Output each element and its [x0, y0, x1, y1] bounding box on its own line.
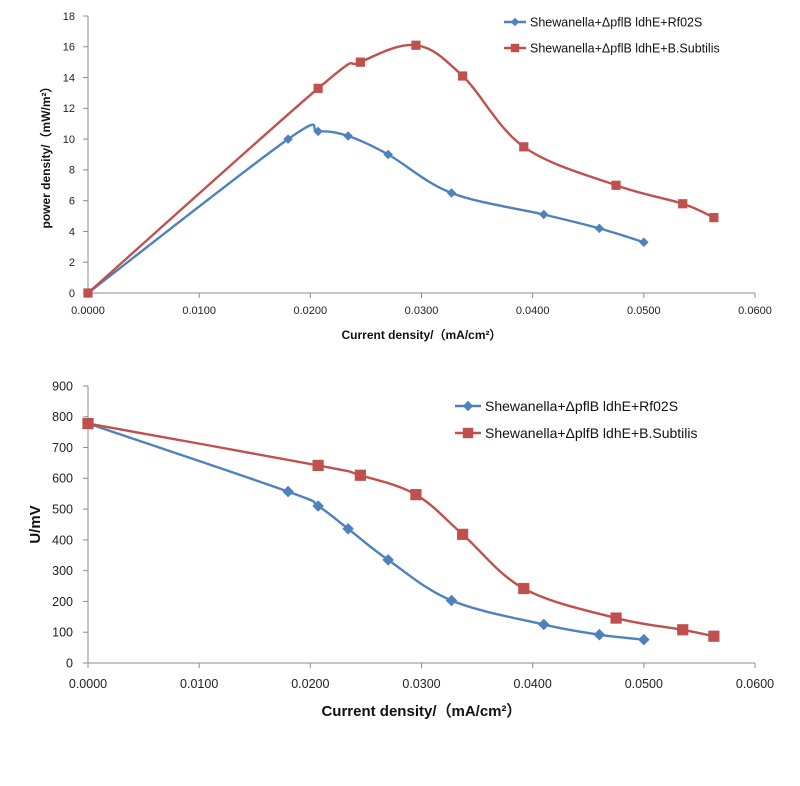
- y-tick-label: 100: [52, 626, 73, 640]
- x-tick-label: 0.0500: [627, 305, 661, 317]
- y-tick-label: 700: [52, 441, 73, 455]
- legend-swatch-marker: [510, 17, 520, 27]
- legend-swatch-marker: [462, 427, 474, 439]
- series-2-point: [411, 40, 421, 50]
- series-2-point: [678, 199, 688, 209]
- y-tick-label: 12: [63, 103, 75, 115]
- series-2-point: [709, 212, 719, 223]
- y-tick-label: 0: [66, 656, 73, 670]
- y-tick-label: 400: [52, 533, 73, 547]
- y-tick-label: 200: [52, 595, 73, 609]
- series-2-point: [355, 57, 365, 67]
- x-axis-title: Current density/（mA/cm²）: [321, 702, 521, 720]
- series-2-point: [708, 630, 720, 642]
- series-line-1: [87, 422, 644, 641]
- legend-label: Shewanella+ΔplfB ldhE+B.Subtilis: [485, 425, 697, 441]
- series-2-point: [457, 528, 469, 540]
- series-1-point: [382, 554, 394, 566]
- y-tick-label: 16: [63, 42, 75, 54]
- series-1-point: [539, 209, 549, 220]
- series-2-point: [313, 83, 323, 93]
- series-1-point: [313, 126, 323, 137]
- x-tick-label: 0.0100: [182, 305, 216, 317]
- y-tick-label: 600: [52, 472, 73, 486]
- legend-label: Shewanella+ΔpflB ldhE+Rf02S: [485, 398, 678, 414]
- y-tick-label: 2: [69, 257, 75, 269]
- legend-swatch-marker: [462, 400, 474, 412]
- y-tick-label: 0: [69, 288, 75, 300]
- series-2-point: [611, 180, 621, 190]
- series-1-point: [638, 633, 650, 646]
- series-1-point: [282, 485, 294, 498]
- series-2-point: [354, 469, 366, 481]
- x-tick-label: 0.0200: [291, 677, 329, 691]
- legend-label: Shewanella+ΔpflB ldhE+Rf02S: [530, 16, 702, 30]
- y-tick-label: 8: [69, 165, 75, 177]
- series-1-point: [383, 149, 393, 160]
- x-tick-label: 0.0600: [736, 677, 774, 691]
- series-2-point: [610, 612, 622, 624]
- series-1-point: [283, 134, 293, 144]
- series-1-point: [446, 188, 457, 198]
- x-tick-label: 0.0000: [69, 677, 107, 691]
- y-tick-label: 6: [69, 196, 75, 208]
- x-tick-label: 0.0300: [402, 677, 440, 691]
- x-tick-label: 0.0400: [514, 677, 552, 691]
- x-tick-label: 0.0600: [738, 305, 772, 317]
- y-axis-title: power density/（mW/m²）: [38, 80, 53, 228]
- series-1-point: [312, 500, 324, 512]
- y-tick-label: 500: [52, 502, 73, 516]
- series-line-2: [87, 43, 715, 294]
- y-tick-label: 300: [52, 564, 73, 578]
- y-tick-label: 800: [52, 410, 73, 424]
- y-tick-label: 18: [63, 11, 75, 23]
- x-tick-label: 0.0200: [294, 305, 328, 317]
- series-line-2: [87, 422, 715, 638]
- x-tick-label: 0.0100: [180, 677, 218, 691]
- series-2-point: [519, 142, 529, 152]
- series-2-point: [410, 489, 422, 501]
- x-axis-title: Current density/（mA/cm²）: [341, 327, 501, 342]
- y-tick-label: 4: [69, 226, 75, 238]
- series-2-point: [518, 582, 530, 595]
- series-1-point: [445, 594, 458, 607]
- series-2-point: [83, 288, 93, 298]
- series-line-1: [87, 123, 645, 294]
- x-tick-label: 0.0000: [71, 305, 105, 317]
- x-tick-label: 0.0300: [405, 305, 439, 317]
- y-tick-label: 900: [52, 379, 73, 393]
- legend-swatch-marker: [510, 43, 520, 53]
- series-1-point: [639, 237, 649, 247]
- series-1-point: [594, 223, 605, 234]
- legend-label: Shewanella+ΔpflB ldhE+B.Subtilis: [530, 42, 720, 56]
- series-1-point: [343, 131, 353, 141]
- series-2-point: [458, 71, 468, 81]
- x-tick-label: 0.0400: [516, 305, 550, 317]
- series-2-point: [82, 417, 94, 430]
- x-tick-label: 0.0500: [625, 677, 663, 691]
- y-axis-title: U/mV: [27, 505, 44, 543]
- series-1-point: [342, 523, 354, 535]
- series-2-point: [312, 459, 324, 472]
- y-tick-label: 10: [63, 134, 75, 146]
- series-2-point: [677, 624, 689, 636]
- series-1-point: [538, 618, 550, 631]
- series-1-point: [593, 628, 606, 641]
- y-tick-label: 14: [63, 72, 75, 84]
